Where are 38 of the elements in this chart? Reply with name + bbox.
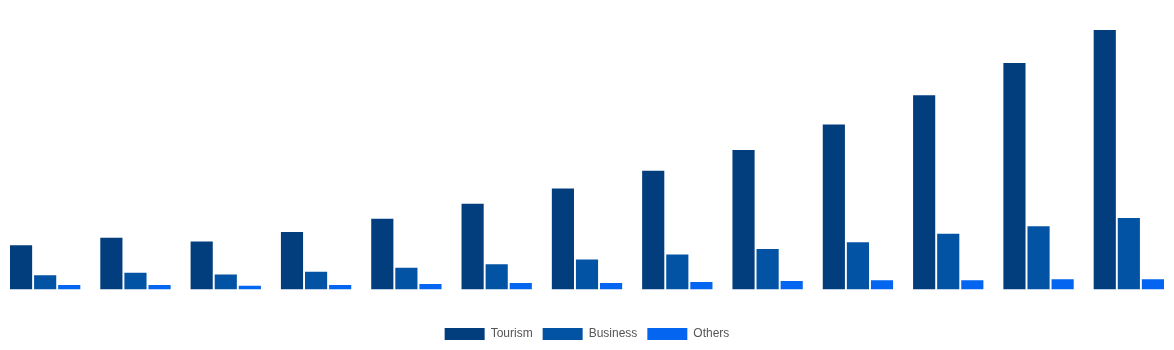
bar: [9, 245, 33, 290]
bar: [575, 259, 599, 290]
legend-label: Others: [693, 326, 730, 341]
bar: [124, 272, 147, 290]
bar: [732, 149, 755, 290]
bar: [551, 188, 574, 290]
bar: [822, 124, 845, 290]
bar: [214, 274, 237, 290]
bar: [485, 264, 508, 290]
bar: [690, 282, 713, 290]
bar: [642, 170, 665, 290]
bar: [961, 280, 984, 290]
bar: [870, 280, 894, 290]
bar: [756, 249, 779, 290]
bar: [846, 242, 869, 290]
bar: [395, 267, 418, 290]
bar: [937, 233, 960, 290]
legend-label: Business: [588, 326, 638, 341]
bar: [305, 271, 328, 290]
bar: [666, 254, 689, 290]
bar: [190, 241, 213, 290]
bar: [600, 283, 623, 290]
bar: [1093, 30, 1116, 290]
bar: [1117, 217, 1140, 290]
bar: [100, 237, 123, 290]
bar: [34, 275, 57, 290]
bar: [509, 283, 532, 290]
legend-label: Tourism: [490, 326, 533, 341]
bar: [1051, 279, 1074, 290]
bar: [419, 283, 442, 290]
bar: [1003, 62, 1026, 290]
bar: [1027, 226, 1050, 290]
bar: [913, 95, 936, 290]
bar: [780, 281, 803, 290]
bar: [280, 231, 304, 290]
bar: [461, 203, 484, 290]
bar: [371, 218, 394, 290]
bar: [1141, 279, 1165, 290]
